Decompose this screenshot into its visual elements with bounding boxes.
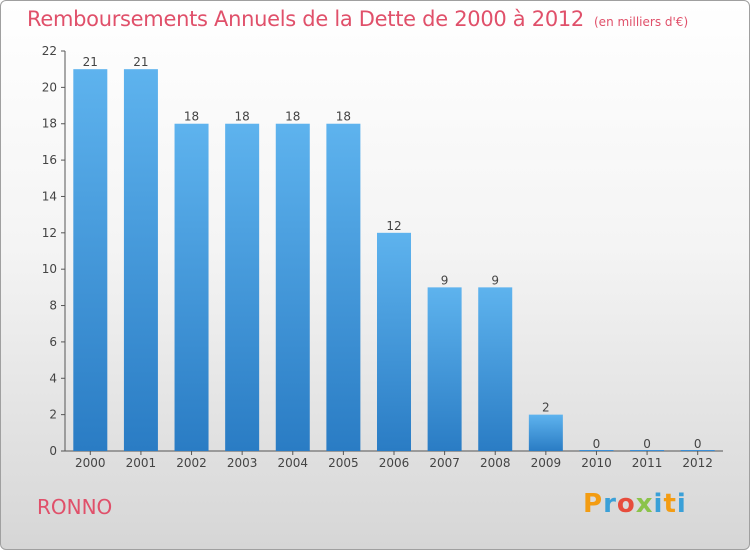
x-tick-label: 2010: [581, 456, 612, 470]
proxiti-logo[interactable]: Proxiti: [583, 489, 687, 519]
bar: [478, 287, 513, 451]
data-label: 18: [235, 110, 250, 124]
x-tick-label: 2003: [227, 456, 258, 470]
y-tick-label: 22: [42, 44, 57, 58]
data-label: 0: [694, 437, 702, 451]
logo-letter: t: [663, 489, 677, 519]
data-label: 9: [441, 273, 449, 287]
bar: [528, 414, 563, 451]
logo-letter: i: [676, 489, 687, 519]
bar: [225, 123, 260, 452]
bar: [123, 69, 158, 451]
logo-letter: o: [616, 489, 636, 519]
x-tick-label: 2012: [682, 456, 713, 470]
x-tick-label: 2008: [480, 456, 511, 470]
x-tick-label: 2000: [75, 456, 106, 470]
x-tick-label: 2002: [176, 456, 207, 470]
data-label: 9: [491, 273, 499, 287]
commune-name: RONNO: [37, 495, 113, 519]
data-label: 12: [386, 219, 401, 233]
data-label: 21: [83, 55, 98, 69]
data-label: 0: [643, 437, 651, 451]
y-tick-label: 4: [49, 371, 57, 385]
x-tick-label: 2001: [126, 456, 157, 470]
x-tick-label: 2005: [328, 456, 359, 470]
data-label: 0: [593, 437, 601, 451]
x-tick-label: 2011: [632, 456, 663, 470]
bar: [377, 232, 411, 451]
y-tick-label: 12: [42, 226, 57, 240]
data-label: 2: [542, 401, 550, 415]
y-tick-label: 6: [49, 335, 57, 349]
logo-letter: P: [583, 489, 604, 519]
y-tick-label: 0: [49, 444, 57, 458]
bar: [73, 69, 108, 451]
y-tick-label: 10: [42, 262, 57, 276]
x-tick-label: 2007: [429, 456, 460, 470]
chart-subtitle: (en milliers d'€): [594, 15, 689, 29]
logo-letter: i: [653, 489, 664, 519]
logo-letter: r: [603, 489, 617, 519]
y-tick-label: 2: [49, 408, 57, 422]
data-label: 21: [133, 55, 148, 69]
data-label: 18: [336, 110, 351, 124]
y-tick-label: 8: [49, 299, 57, 313]
x-tick-label: 2004: [277, 456, 308, 470]
x-tick-label: 2006: [379, 456, 410, 470]
bar: [326, 123, 361, 452]
logo-letter: x: [635, 489, 654, 519]
chart-title-text: Remboursements Annuels de la Dette de 20…: [27, 7, 584, 31]
y-tick-label: 14: [42, 189, 57, 203]
chart-title: Remboursements Annuels de la Dette de 20…: [27, 7, 688, 31]
y-tick-label: 20: [42, 80, 57, 94]
bar: [275, 123, 310, 452]
x-tick-label: 2009: [531, 456, 562, 470]
data-label: 18: [184, 110, 199, 124]
data-label: 18: [285, 110, 300, 124]
bar: [427, 287, 462, 451]
bar: [174, 123, 209, 452]
y-tick-label: 16: [42, 153, 57, 167]
y-tick-label: 18: [42, 117, 57, 131]
